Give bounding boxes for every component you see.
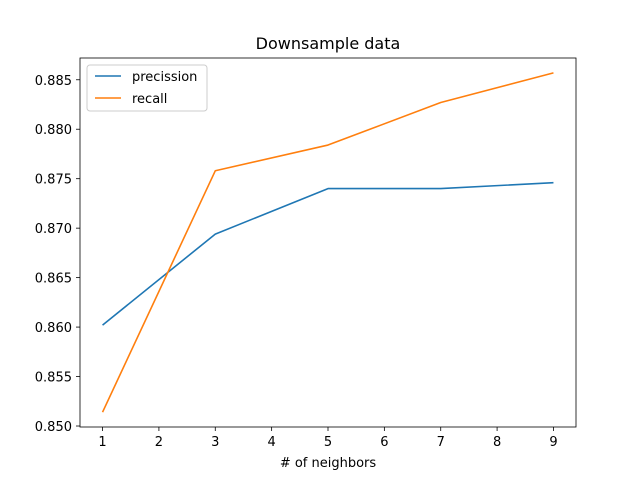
y-tick-label: 0.850: [35, 420, 72, 435]
legend-label: recall: [132, 92, 167, 107]
series-line-recall: [101, 72, 554, 413]
y-axis: 0.850 0.855 0.860 0.865 0.870 0.875 0.880 0.885: [35, 74, 80, 435]
chart-title: Downsample data: [256, 34, 401, 53]
y-tick-label: 0.885: [35, 74, 72, 89]
x-tick-label: 7: [437, 435, 445, 450]
y-tick-label: 0.855: [35, 371, 72, 386]
x-tick-label: 1: [98, 435, 106, 450]
series-line-precission: [102, 181, 554, 326]
legend: precission recall: [86, 64, 208, 112]
x-axis: 1 2 3 4 5 6 7 8 9: [98, 427, 558, 450]
plot-frame: [79, 57, 577, 428]
y-tick-label: 0.870: [35, 222, 72, 237]
x-tick-label: 2: [155, 435, 163, 450]
x-tick-label: 6: [380, 435, 388, 450]
x-tick-label: 8: [493, 435, 501, 450]
plot-area: [79, 57, 577, 428]
x-tick-label: 5: [324, 435, 332, 450]
x-tick-label: 4: [267, 435, 275, 450]
series-layer: [101, 72, 554, 413]
y-tick-label: 0.860: [35, 321, 72, 336]
x-tick-label: 9: [549, 435, 557, 450]
y-tick-label: 0.880: [35, 123, 72, 138]
legend-label: precission: [132, 70, 197, 85]
x-tick-label: 3: [211, 435, 219, 450]
y-tick-label: 0.865: [35, 272, 72, 287]
x-axis-label: # of neighbors: [280, 456, 377, 471]
y-tick-label: 0.875: [35, 173, 72, 188]
